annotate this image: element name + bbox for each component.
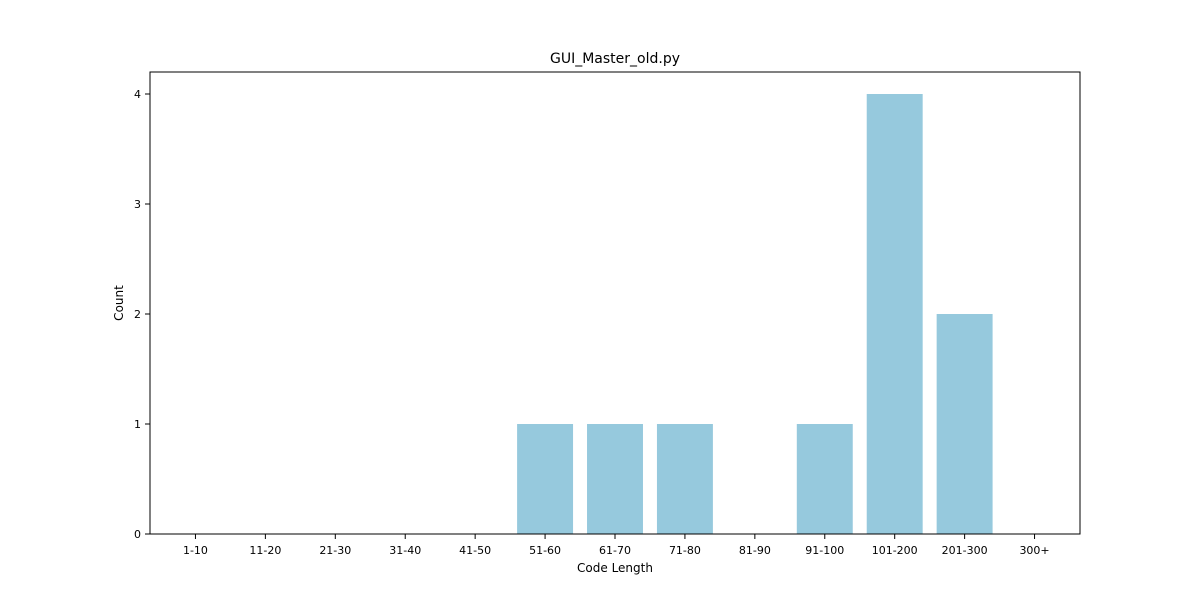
bar-71-80 bbox=[656, 424, 713, 534]
bar-51-60 bbox=[517, 424, 574, 534]
x-tick-label: 91-100 bbox=[805, 544, 844, 557]
y-axis-label: Count bbox=[112, 285, 126, 321]
y-tick-label: 3 bbox=[134, 198, 141, 211]
y-axis: 0 1 2 3 4 bbox=[134, 88, 150, 541]
x-axis-label: Code Length bbox=[577, 561, 653, 575]
x-tick-label: 201-300 bbox=[942, 544, 988, 557]
y-tick-label: 0 bbox=[134, 528, 141, 541]
bar-101-200 bbox=[866, 94, 923, 534]
x-axis: 1-10 11-20 21-30 31-40 41-50 51-60 61-70 71-80 8… bbox=[183, 534, 1050, 557]
bar-61-70 bbox=[587, 424, 643, 534]
y-tick-label: 4 bbox=[134, 88, 141, 101]
chart-title: GUI_Master_old.py bbox=[550, 51, 680, 67]
x-tick-label: 300+ bbox=[1019, 544, 1049, 557]
x-tick-label: 21-30 bbox=[319, 544, 351, 557]
y-tick-label: 1 bbox=[134, 418, 141, 431]
bars-group bbox=[517, 94, 993, 534]
bar-201-300 bbox=[936, 314, 993, 534]
x-tick-label: 41-50 bbox=[459, 544, 491, 557]
y-tick-label: 2 bbox=[134, 308, 141, 321]
x-tick-label: 81-90 bbox=[739, 544, 771, 557]
x-tick-label: 31-40 bbox=[389, 544, 421, 557]
bar-91-100 bbox=[796, 424, 853, 534]
x-tick-label: 1-10 bbox=[183, 544, 208, 557]
x-tick-label: 101-200 bbox=[872, 544, 918, 557]
x-tick-label: 61-70 bbox=[599, 544, 631, 557]
x-tick-label: 71-80 bbox=[669, 544, 701, 557]
x-tick-label: 51-60 bbox=[529, 544, 561, 557]
x-tick-label: 11-20 bbox=[249, 544, 281, 557]
